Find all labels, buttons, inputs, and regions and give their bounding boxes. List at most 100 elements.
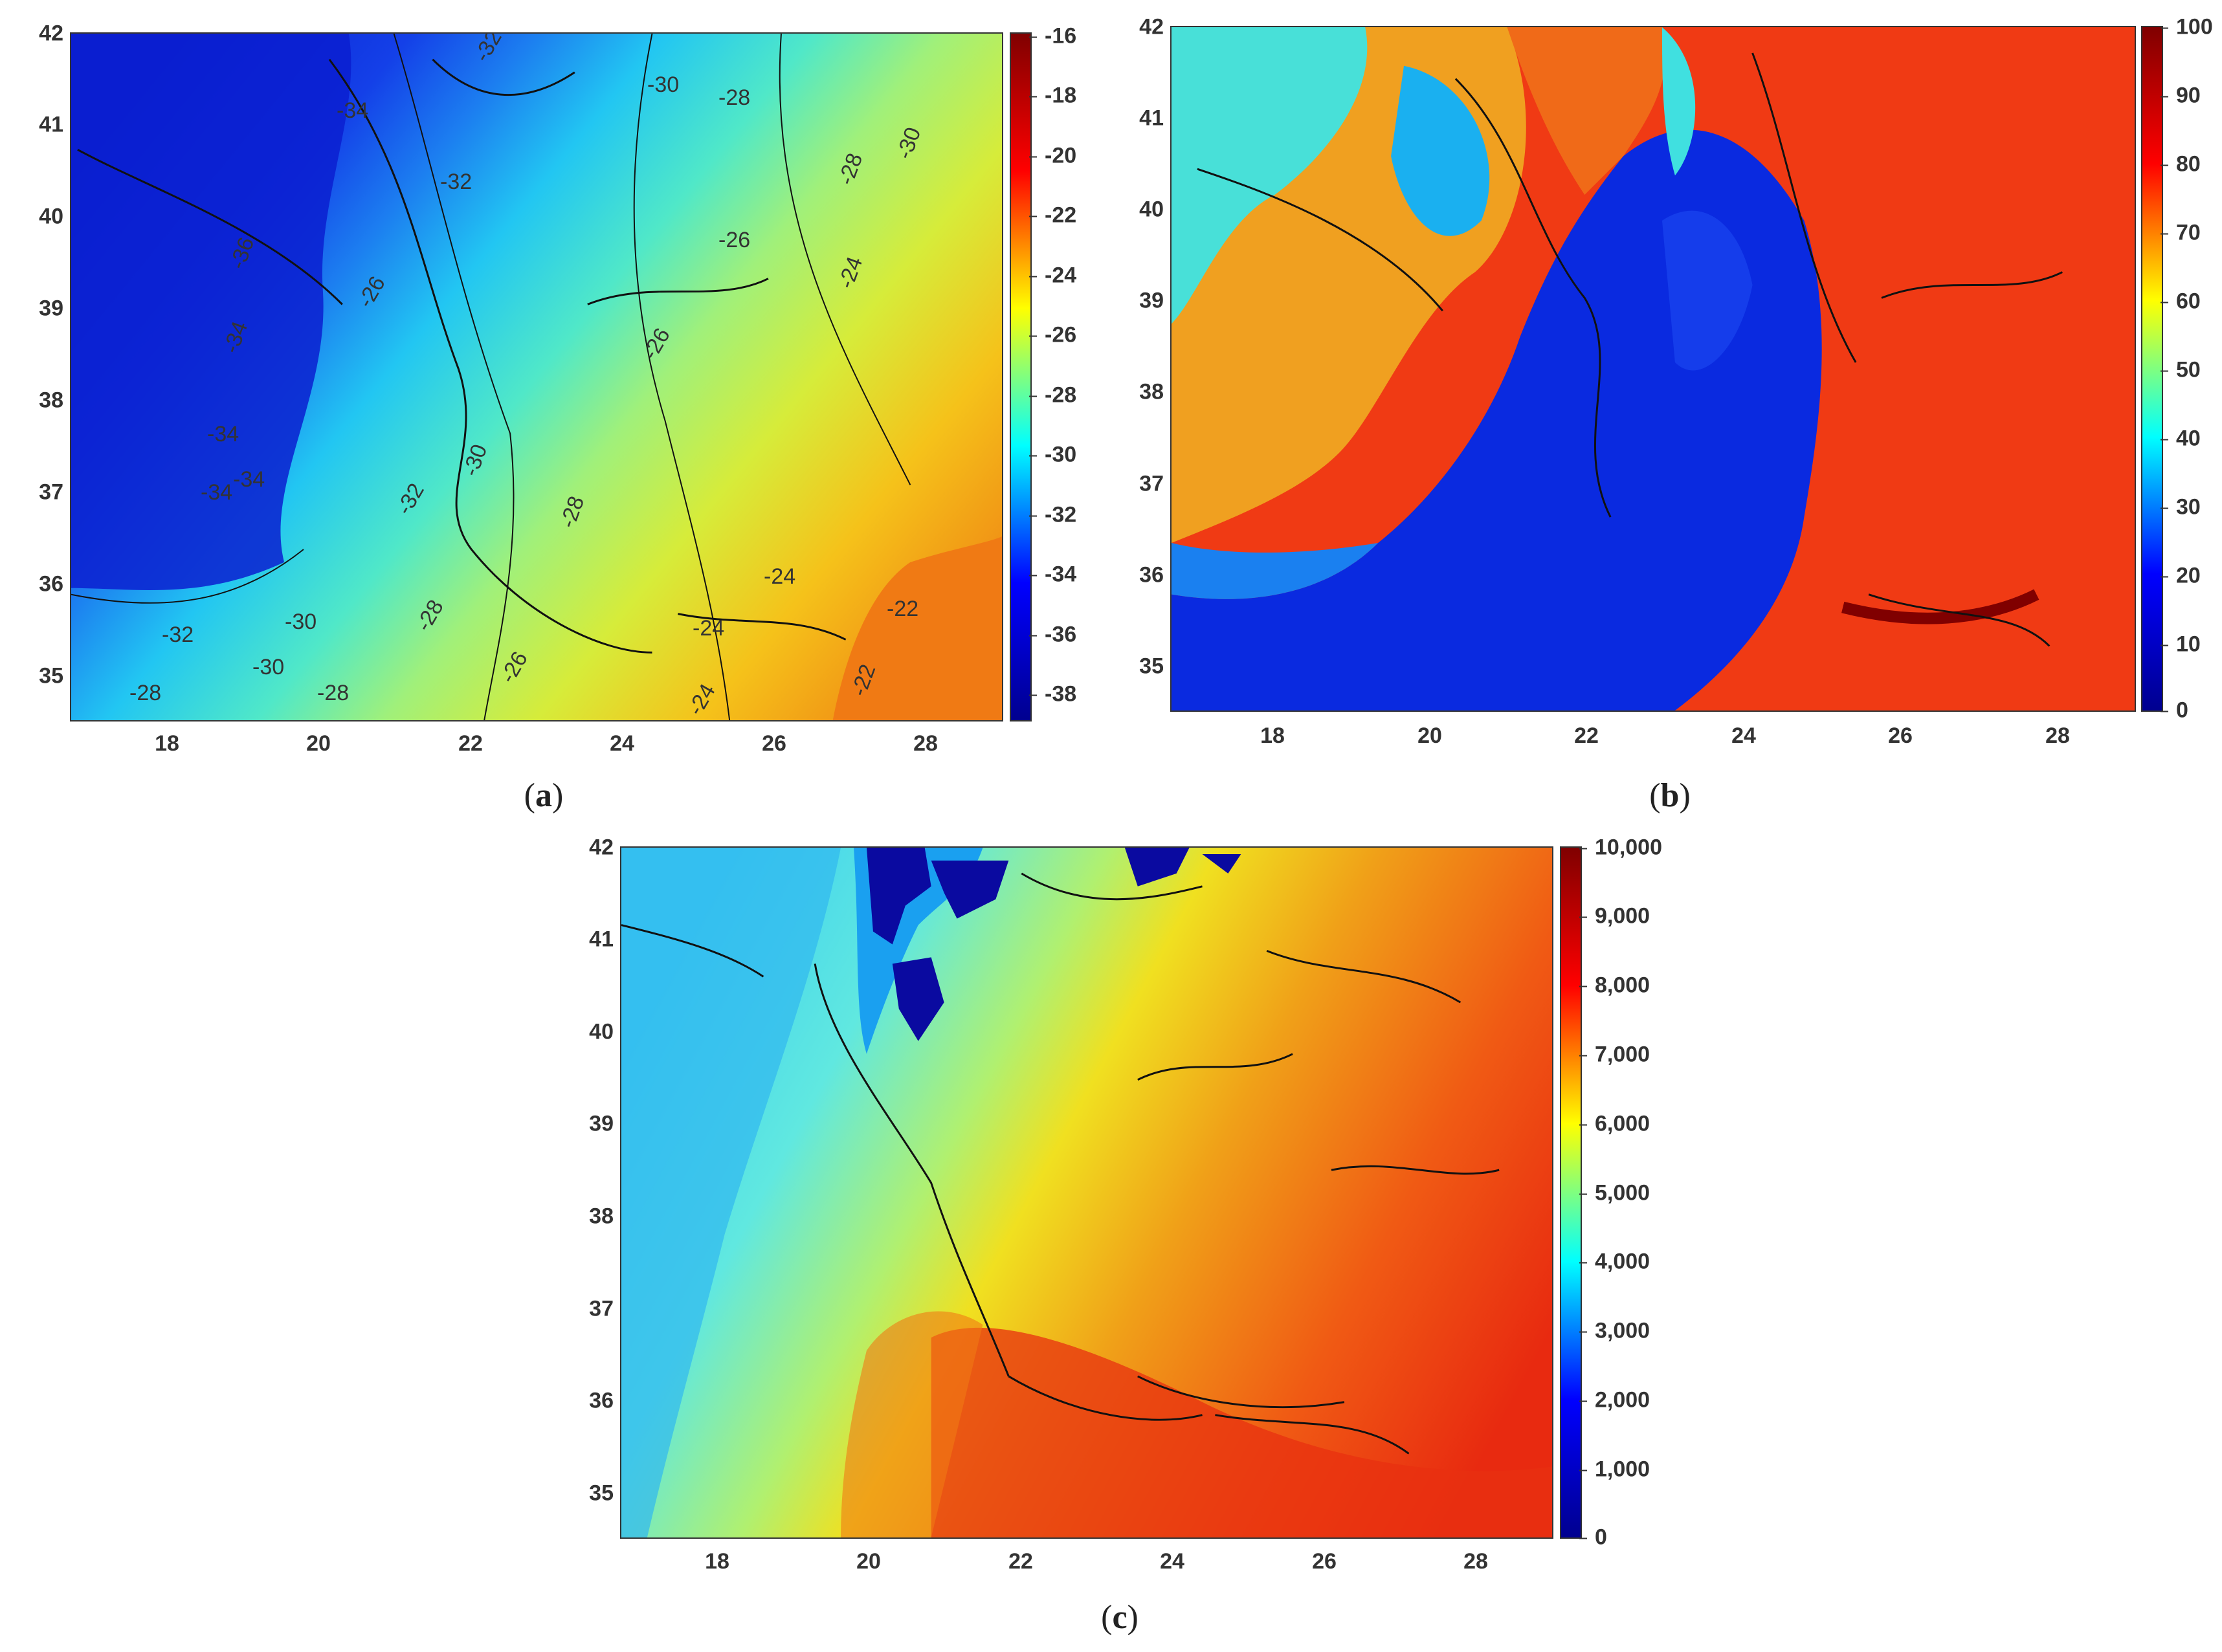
colorbar-tick-label: 10,000 — [1579, 835, 1662, 860]
contour-label: -28 — [718, 85, 751, 110]
x-tick-label: 18 — [705, 1549, 729, 1574]
contour-label: -24 — [693, 616, 725, 641]
panel-b: 42 41 40 39 38 37 36 35 18 20 22 24 26 2… — [1100, 0, 2222, 828]
panel-a: -32 -34 -30 -28 -26 -26 -24 -24 -24 -22 … — [0, 0, 1100, 828]
contour-label: -22 — [887, 597, 919, 621]
y-tick-label: 37 — [589, 1296, 614, 1321]
x-tick-label: 20 — [306, 731, 331, 756]
contour-label: -24 — [764, 564, 796, 589]
x-tick-label: 24 — [1160, 1549, 1184, 1574]
x-tick-label: 26 — [1888, 723, 1913, 748]
panel-caption-c: (c) — [1101, 1599, 1139, 1636]
colorbar-tick-label: -20 — [1028, 143, 1077, 168]
x-tick-label: 28 — [2045, 723, 2070, 748]
colorbar-tick-label: 4,000 — [1579, 1249, 1650, 1274]
y-tick-label: 38 — [39, 388, 63, 413]
colorbar-b — [2141, 26, 2163, 712]
map-a-plot-area: -32 -34 -30 -28 -26 -26 -24 -24 -24 -22 … — [70, 32, 1003, 721]
x-tick-label: 24 — [1731, 723, 1756, 748]
colorbar-tick-label: 60 — [2161, 289, 2201, 314]
colorbar-tick-label: 9,000 — [1579, 903, 1650, 929]
colorbar-tick-label: 1,000 — [1579, 1457, 1650, 1482]
x-tick-label: 28 — [913, 731, 938, 756]
colorbar-tick-label: 40 — [2161, 426, 2201, 451]
y-tick-label: 42 — [1139, 14, 1164, 39]
y-tick-label: 35 — [1139, 654, 1164, 679]
y-tick-label: 39 — [589, 1111, 614, 1136]
y-tick-label: 41 — [39, 112, 63, 137]
y-tick-label: 37 — [39, 479, 63, 505]
contour-label: -30 — [285, 610, 317, 634]
panel-caption-b: (b) — [1649, 777, 1691, 814]
contour-label: -28 — [129, 681, 162, 705]
colorbar-tick-label: 7,000 — [1579, 1042, 1650, 1067]
colorbar-tick-label: -16 — [1028, 23, 1077, 49]
colorbar-tick-label: 80 — [2161, 151, 2201, 177]
y-tick-label: 35 — [39, 663, 63, 688]
colorbar-c — [1560, 846, 1582, 1539]
colorbar-tick-label: 6,000 — [1579, 1111, 1650, 1136]
x-tick-label: 26 — [762, 731, 786, 756]
colorbar-tick-label: 0 — [1579, 1525, 1607, 1550]
y-tick-label: 40 — [589, 1019, 614, 1044]
y-tick-label: 42 — [39, 21, 63, 46]
colorbar-tick-label: -34 — [1028, 562, 1077, 587]
colorbar-tick-label: -28 — [1028, 382, 1077, 408]
colorbar-tick-label: -32 — [1028, 502, 1077, 527]
y-tick-label: 37 — [1139, 471, 1164, 496]
y-tick-label: 39 — [39, 296, 63, 321]
colorbar-tick-label: 90 — [2161, 83, 2201, 108]
colorbar-tick-label: -26 — [1028, 322, 1077, 347]
map-c-plot-area — [620, 846, 1553, 1539]
colorbar-tick-label: 10 — [2161, 632, 2201, 657]
y-tick-label: 38 — [589, 1204, 614, 1229]
colorbar-tick-label: 0 — [2161, 698, 2188, 723]
y-tick-label: 35 — [589, 1481, 614, 1506]
contour-label: -30 — [647, 72, 680, 97]
map-a-field — [71, 34, 1002, 720]
x-tick-label: 22 — [1574, 723, 1599, 748]
colorbar-tick-label: -38 — [1028, 681, 1077, 707]
map-b-plot-area — [1170, 26, 2136, 712]
x-tick-label: 28 — [1463, 1549, 1488, 1574]
colorbar-tick-label: 70 — [2161, 220, 2201, 245]
colorbar-tick-label: -18 — [1028, 83, 1077, 108]
map-b-field — [1172, 27, 2135, 710]
colorbar-tick-label: 5,000 — [1579, 1180, 1650, 1206]
panel-caption-a: (a) — [524, 777, 564, 814]
x-tick-label: 22 — [1008, 1549, 1033, 1574]
x-tick-label: 22 — [458, 731, 483, 756]
colorbar-tick-label: 30 — [2161, 494, 2201, 520]
y-tick-label: 39 — [1139, 288, 1164, 313]
colorbar-tick-label: -22 — [1028, 203, 1077, 228]
contour-label: -32 — [440, 170, 472, 194]
y-tick-label: 40 — [39, 204, 63, 229]
contour-label: -32 — [162, 622, 194, 647]
map-c-field — [621, 848, 1552, 1537]
y-tick-label: 41 — [1139, 105, 1164, 131]
x-tick-label: 26 — [1312, 1549, 1337, 1574]
x-tick-label: 24 — [610, 731, 634, 756]
colorbar-tick-label: 20 — [2161, 563, 2201, 588]
colorbar-tick-label: -24 — [1028, 263, 1077, 288]
colorbar-tick-label: 2,000 — [1579, 1387, 1650, 1413]
x-tick-label: 18 — [1260, 723, 1285, 748]
contour-label: -28 — [317, 681, 350, 705]
contour-label: -26 — [718, 228, 751, 252]
x-tick-label: 18 — [155, 731, 179, 756]
contour-label: -34 — [207, 422, 239, 446]
y-tick-label: 38 — [1139, 379, 1164, 404]
colorbar-tick-label: 8,000 — [1579, 973, 1650, 998]
y-tick-label: 36 — [39, 571, 63, 597]
y-tick-label: 40 — [1139, 197, 1164, 222]
x-tick-label: 20 — [1417, 723, 1442, 748]
y-tick-label: 36 — [589, 1388, 614, 1413]
y-tick-label: 36 — [1139, 562, 1164, 588]
contour-label: -30 — [252, 655, 285, 679]
colorbar-tick-label: -30 — [1028, 442, 1077, 467]
colorbar-tick-label: 50 — [2161, 357, 2201, 382]
x-tick-label: 20 — [856, 1549, 881, 1574]
y-tick-label: 42 — [589, 835, 614, 860]
contour-label: -34 — [233, 467, 265, 492]
contour-label: -34 — [337, 98, 369, 123]
